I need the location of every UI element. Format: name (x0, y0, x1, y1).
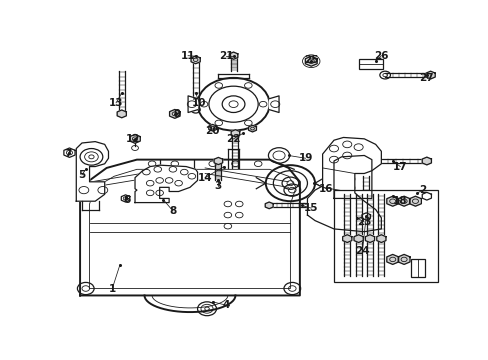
Polygon shape (409, 196, 421, 206)
Polygon shape (365, 235, 374, 243)
Text: 22: 22 (226, 134, 240, 144)
Text: 18: 18 (392, 196, 407, 206)
Text: 10: 10 (192, 98, 206, 108)
Polygon shape (135, 165, 197, 203)
Text: 5: 5 (78, 170, 85, 180)
Polygon shape (169, 109, 180, 118)
Polygon shape (76, 141, 108, 201)
Text: 7: 7 (64, 149, 71, 159)
Text: 8: 8 (169, 206, 176, 216)
Polygon shape (421, 192, 430, 200)
Text: 19: 19 (298, 153, 312, 163)
Text: 27: 27 (419, 73, 433, 83)
Polygon shape (188, 96, 197, 112)
Text: 20: 20 (205, 126, 220, 135)
Text: 4: 4 (222, 300, 229, 310)
Text: 23: 23 (356, 217, 371, 227)
Text: 1: 1 (108, 284, 116, 293)
Text: 17: 17 (392, 162, 407, 172)
Polygon shape (117, 110, 126, 118)
Polygon shape (305, 56, 317, 66)
Polygon shape (264, 202, 273, 209)
Text: 9: 9 (173, 109, 180, 119)
Polygon shape (353, 235, 363, 243)
Polygon shape (248, 125, 256, 132)
Polygon shape (397, 255, 409, 264)
Text: 3: 3 (214, 181, 222, 191)
Text: 24: 24 (354, 246, 369, 256)
Polygon shape (191, 56, 200, 64)
Polygon shape (269, 96, 279, 112)
Text: 13: 13 (109, 98, 123, 108)
Polygon shape (397, 196, 409, 206)
Bar (410, 260, 424, 278)
Text: 12: 12 (125, 134, 140, 144)
Polygon shape (121, 195, 129, 202)
Polygon shape (208, 125, 216, 131)
Polygon shape (231, 130, 239, 137)
Polygon shape (386, 196, 398, 206)
Text: 26: 26 (373, 51, 388, 61)
Text: 16: 16 (319, 184, 333, 194)
Polygon shape (229, 52, 237, 59)
Text: 11: 11 (181, 51, 195, 61)
Text: 2: 2 (419, 185, 426, 195)
Polygon shape (333, 156, 371, 198)
Polygon shape (361, 213, 370, 220)
Text: 25: 25 (304, 55, 318, 65)
Polygon shape (342, 235, 351, 243)
Polygon shape (421, 157, 430, 165)
Polygon shape (64, 148, 75, 157)
Bar (358, 59, 383, 69)
Text: 15: 15 (304, 203, 318, 213)
Bar (333, 190, 437, 282)
Polygon shape (307, 138, 381, 232)
Polygon shape (386, 255, 398, 264)
Polygon shape (129, 134, 140, 143)
Polygon shape (425, 71, 434, 79)
Text: 6: 6 (123, 195, 131, 205)
Polygon shape (214, 157, 222, 165)
Text: 14: 14 (198, 173, 212, 183)
Text: 21: 21 (218, 51, 233, 61)
Polygon shape (376, 235, 385, 243)
